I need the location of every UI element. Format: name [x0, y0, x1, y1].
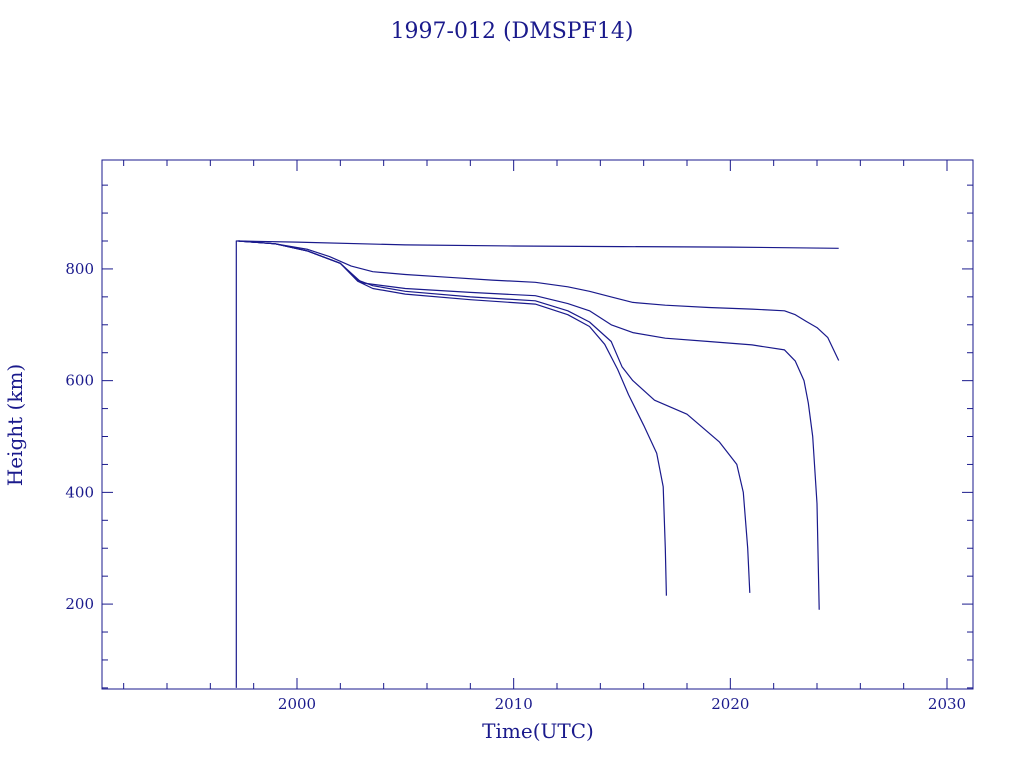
axis-tick-labels: 2000 2010 2020 2030 200 400 600 800: [65, 260, 966, 713]
y-tick-label: 200: [65, 595, 94, 613]
y-tick-label: 800: [65, 260, 94, 278]
x-tick-label: 2010: [495, 695, 533, 713]
series-line-1: [235, 240, 239, 688]
chart-title: 1997-012 (DMSPF14): [391, 19, 634, 44]
series-lines: [235, 240, 840, 688]
series-line-6: [238, 240, 667, 596]
x-tick-label: 2000: [278, 695, 316, 713]
series-line-2: [238, 240, 839, 249]
y-tick-label: 600: [65, 372, 94, 390]
x-tick-label: 2020: [711, 695, 749, 713]
x-tick-label: 2030: [928, 695, 966, 713]
y-tick-label: 400: [65, 483, 94, 501]
axis-ticks: [102, 160, 973, 689]
x-axis-label: Time(UTC): [482, 719, 594, 743]
series-line-3: [238, 240, 840, 361]
series-line-4: [238, 240, 820, 610]
y-axis-label: Height (km): [3, 364, 27, 486]
plot-frame: [101, 159, 974, 690]
